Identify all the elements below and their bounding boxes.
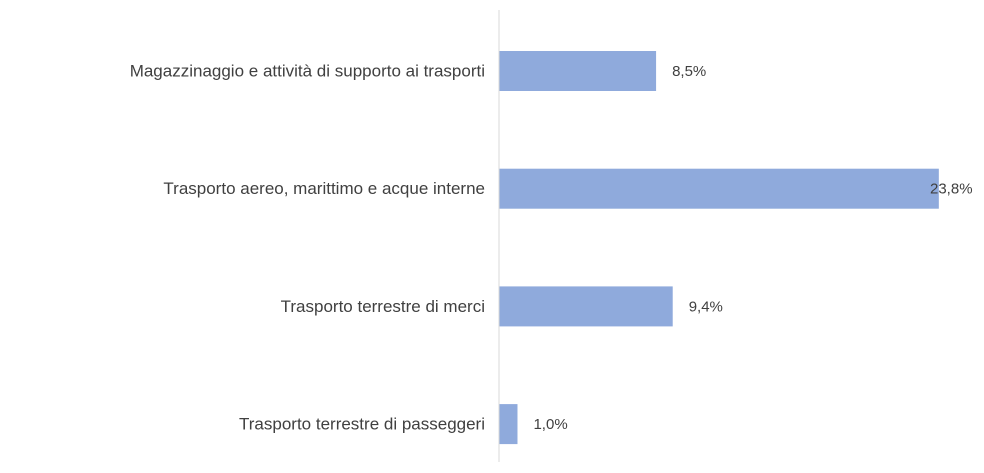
value-label: 9,4% (689, 298, 723, 315)
bar (499, 168, 939, 209)
bar (499, 51, 657, 91)
category-label: Trasporto terrestre di passeggeri (239, 415, 485, 434)
value-label: 23,8% (930, 181, 973, 198)
value-label: 8,5% (672, 63, 706, 80)
bar (499, 404, 518, 445)
category-label: Trasporto aereo, marittimo e acque inter… (163, 179, 485, 198)
value-label: 1,0% (533, 416, 567, 433)
bar (499, 286, 673, 327)
category-label: Trasporto terrestre di merci (281, 297, 485, 316)
category-label: Magazzinaggio e attività di supporto ai … (130, 61, 485, 80)
